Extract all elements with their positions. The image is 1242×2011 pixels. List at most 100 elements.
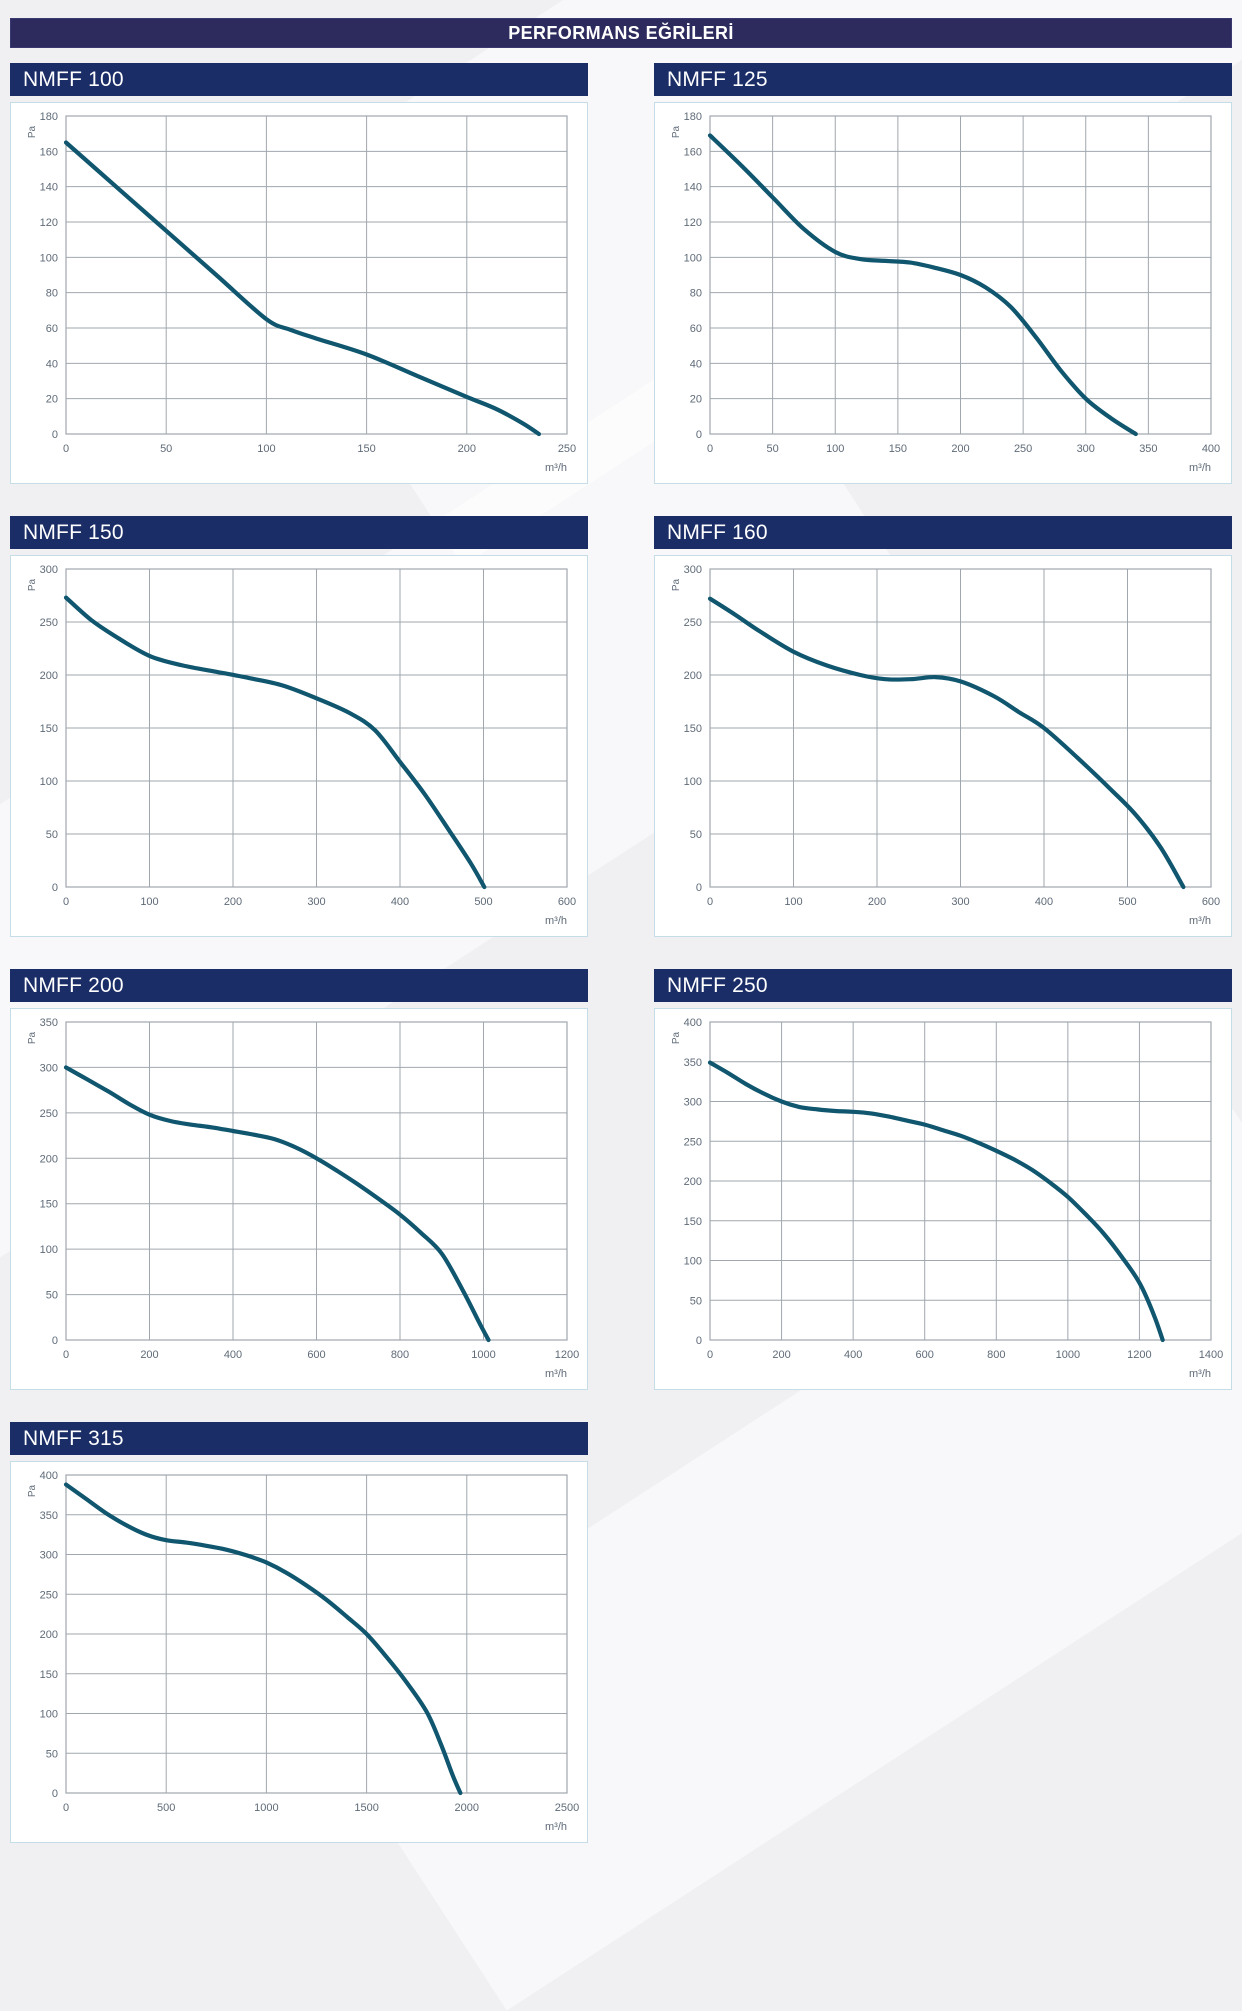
svg-text:200: 200: [951, 443, 969, 455]
svg-text:0: 0: [63, 443, 69, 455]
svg-text:2500: 2500: [555, 1802, 579, 1814]
svg-text:350: 350: [684, 1057, 702, 1069]
svg-text:400: 400: [1035, 896, 1053, 908]
y-axis-unit-label: Pa: [27, 578, 38, 591]
chart-title: NMFF 150: [23, 520, 124, 544]
svg-text:20: 20: [46, 394, 58, 406]
svg-text:100: 100: [140, 896, 158, 908]
y-axis-unit-label: Pa: [27, 1031, 38, 1044]
svg-text:100: 100: [257, 443, 275, 455]
svg-text:400: 400: [40, 1470, 58, 1482]
svg-text:300: 300: [40, 1550, 58, 1562]
x-axis-unit-label: m³/h: [545, 1821, 567, 1833]
page-background: PERFORMANS EĞRİLERİ NMFF 100 0 20 40 60 80 100…: [10, 18, 1232, 1843]
svg-text:80: 80: [46, 288, 58, 300]
chart-panel: 0 50 100 150 200 250 300 350 400 0 200 400 600 800 100…: [654, 1008, 1232, 1390]
chart-canvas: 0 50 100 150 200 250 300 0 100 200 300 400 500 600 Pa m…: [27, 564, 576, 927]
svg-text:50: 50: [690, 829, 702, 841]
svg-text:300: 300: [1077, 443, 1095, 455]
svg-text:120: 120: [684, 217, 702, 229]
svg-text:1500: 1500: [354, 1802, 378, 1814]
svg-text:1000: 1000: [1056, 1349, 1080, 1361]
svg-text:0: 0: [707, 1349, 713, 1361]
svg-text:0: 0: [63, 1349, 69, 1361]
x-axis-unit-label: m³/h: [1189, 915, 1211, 927]
x-axis-unit-label: m³/h: [545, 1368, 567, 1380]
svg-text:150: 150: [40, 1199, 58, 1211]
svg-text:100: 100: [826, 443, 844, 455]
svg-text:1000: 1000: [254, 1802, 278, 1814]
chart-panel: 0 50 100 150 200 250 300 350 0 200 400 600 800 1000 12…: [10, 1008, 588, 1390]
performance-curve: [707, 596, 1186, 890]
chart-canvas: 0 20 40 60 80 100 120 140 160 180 0 50 100 150 200 250 3…: [671, 111, 1220, 474]
svg-text:150: 150: [684, 1216, 702, 1228]
svg-text:80: 80: [690, 288, 702, 300]
svg-text:200: 200: [868, 896, 886, 908]
svg-text:0: 0: [63, 896, 69, 908]
svg-text:300: 300: [40, 1062, 58, 1074]
x-axis-unit-label: m³/h: [545, 462, 567, 474]
svg-text:600: 600: [307, 1349, 325, 1361]
svg-text:0: 0: [52, 1335, 58, 1347]
svg-text:400: 400: [1202, 443, 1220, 455]
svg-text:250: 250: [1014, 443, 1032, 455]
svg-text:50: 50: [690, 1295, 702, 1307]
page-title: PERFORMANS EĞRİLERİ: [508, 22, 734, 43]
chart-title: NMFF 160: [667, 520, 768, 544]
svg-text:50: 50: [46, 1290, 58, 1302]
svg-text:200: 200: [40, 670, 58, 682]
chart-panel: 0 50 100 150 200 250 300 0 100 200 300 400 500 600 Pa m…: [10, 555, 588, 937]
performance-curve: [63, 1482, 463, 1796]
chart-panel: 0 20 40 60 80 100 120 140 160 180 0 50 100 150 200 250 3…: [654, 102, 1232, 484]
svg-text:300: 300: [40, 564, 58, 576]
svg-text:0: 0: [707, 443, 713, 455]
svg-text:0: 0: [52, 429, 58, 441]
svg-text:100: 100: [684, 776, 702, 788]
chart-title: NMFF 100: [23, 67, 124, 91]
svg-text:0: 0: [696, 882, 702, 894]
svg-text:200: 200: [40, 1153, 58, 1165]
performance-curve: [707, 1060, 1165, 1343]
svg-text:1200: 1200: [1127, 1349, 1151, 1361]
chart-title: NMFF 250: [667, 973, 768, 997]
svg-text:400: 400: [684, 1017, 702, 1029]
svg-text:300: 300: [684, 564, 702, 576]
svg-text:60: 60: [46, 323, 58, 335]
svg-text:100: 100: [784, 896, 802, 908]
svg-text:0: 0: [52, 882, 58, 894]
svg-text:100: 100: [40, 776, 58, 788]
page-header: PERFORMANS EĞRİLERİ: [10, 18, 1232, 48]
svg-text:250: 250: [684, 617, 702, 629]
svg-text:100: 100: [40, 252, 58, 264]
y-axis-unit-label: Pa: [671, 1031, 682, 1044]
svg-text:350: 350: [40, 1510, 58, 1522]
svg-text:1200: 1200: [555, 1349, 579, 1361]
x-axis-unit-label: m³/h: [545, 915, 567, 927]
svg-text:140: 140: [40, 182, 58, 194]
chart-panel: 0 20 40 60 80 100 120 140 160 180 0 50 100 150 200 250 P…: [10, 102, 588, 484]
x-axis-unit-label: m³/h: [1189, 462, 1211, 474]
chart-card: NMFF 200 0 50 100 150 200 250 300 350 0 200 400 600 8…: [10, 969, 588, 1390]
svg-text:350: 350: [1139, 443, 1157, 455]
chart-card: NMFF 100 0 20 40 60 80 100 120 140 160 180 0 50 100 15…: [10, 63, 588, 484]
chart-title-bar: NMFF 250: [654, 969, 1232, 1002]
svg-text:150: 150: [40, 1669, 58, 1681]
svg-text:500: 500: [474, 896, 492, 908]
svg-text:800: 800: [391, 1349, 409, 1361]
charts-grid: NMFF 100 0 20 40 60 80 100 120 140 160 180 0 50 100 15…: [10, 63, 1232, 1843]
svg-text:1000: 1000: [471, 1349, 495, 1361]
x-axis-unit-label: m³/h: [1189, 1368, 1211, 1380]
svg-text:1400: 1400: [1199, 1349, 1223, 1361]
svg-text:0: 0: [696, 429, 702, 441]
svg-text:250: 250: [558, 443, 576, 455]
svg-text:250: 250: [40, 1108, 58, 1120]
svg-text:50: 50: [46, 829, 58, 841]
chart-card: NMFF 315 0 50 100 150 200 250 300 350 400 0 500 1000…: [10, 1422, 588, 1843]
svg-text:350: 350: [40, 1017, 58, 1029]
svg-text:250: 250: [40, 1589, 58, 1601]
chart-title-bar: NMFF 125: [654, 63, 1232, 96]
svg-text:500: 500: [157, 1802, 175, 1814]
svg-text:140: 140: [684, 182, 702, 194]
svg-text:2000: 2000: [455, 1802, 479, 1814]
svg-text:150: 150: [889, 443, 907, 455]
